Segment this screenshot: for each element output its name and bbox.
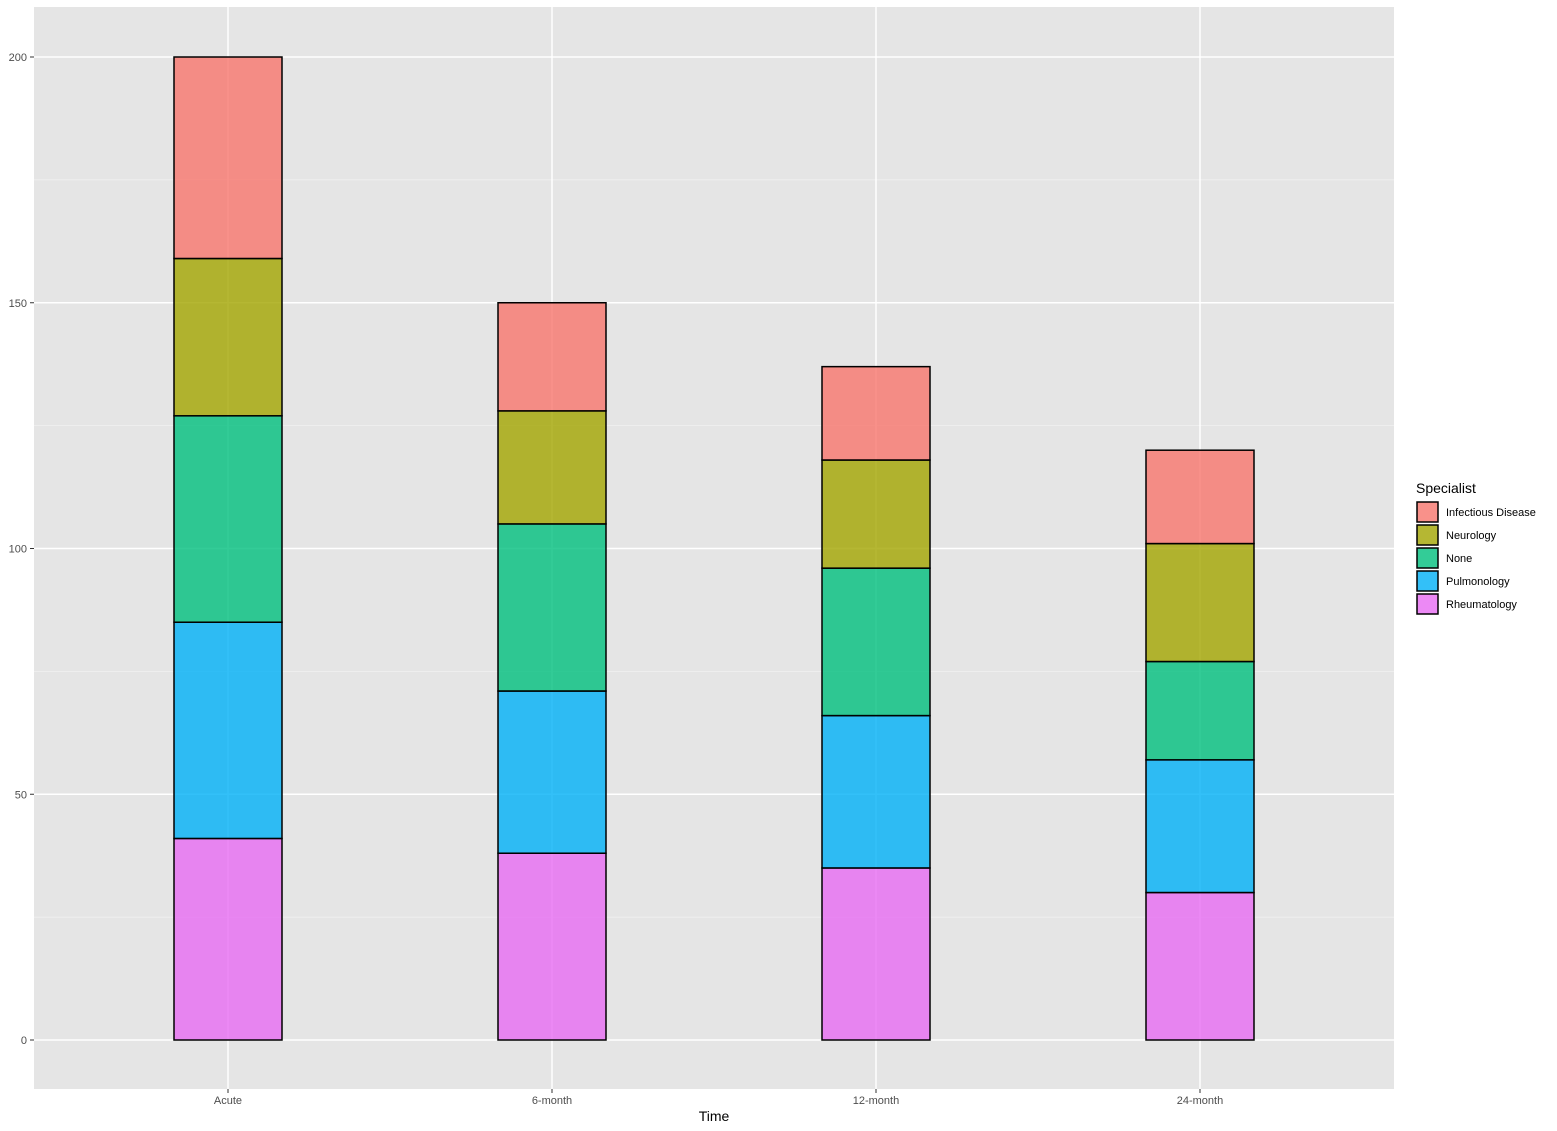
x-tick-label: 12-month [853,1095,899,1107]
x-axis-title: Time [699,1108,730,1124]
legend: Specialist Infectious Disease Neurology No… [1416,480,1536,615]
legend-title: Specialist [1416,480,1476,496]
legend-key [1416,593,1439,615]
x-axis: Acute 6-month 12-month 24-month [214,1089,1223,1107]
legend-key [1416,570,1439,592]
bar-segment [173,621,283,840]
legend-key [1416,524,1439,546]
bar-segment [497,852,607,1041]
x-tick-label: 6-month [532,1095,572,1107]
legend-label: None [1446,553,1472,565]
bar-segment [821,459,931,569]
y-tick-label: 200 [9,52,27,64]
y-tick-label: 150 [9,298,27,310]
bar-segment [1145,759,1255,894]
y-axis: 0 50 100 150 200 [9,52,34,1047]
bar-segment [173,56,283,260]
bar-segment [821,567,931,717]
bar-segment [1145,542,1255,663]
y-tick-label: 100 [9,544,27,556]
bar-segment [821,867,931,1041]
bar-segment [1145,891,1255,1041]
legend-key [1416,501,1439,523]
bar-segment [497,302,607,412]
legend-key [1416,547,1439,569]
bar-stacks [173,56,1255,1041]
bar-segment [497,410,607,525]
bar-segment [1145,449,1255,545]
bar-segment [497,523,607,692]
y-tick-label: 50 [15,789,27,801]
y-tick-label: 0 [21,1035,27,1047]
x-tick-label: Acute [214,1095,242,1107]
legend-label: Infectious Disease [1446,507,1536,519]
legend-label: Pulmonology [1446,576,1510,588]
legend-label: Neurology [1446,530,1497,542]
bar-segment [1145,660,1255,761]
legend-label: Rheumatology [1446,599,1517,611]
bar-segment [173,257,283,417]
bar-segment [173,837,283,1041]
bar-segment [497,690,607,854]
bar-segment [821,365,931,461]
x-tick-label: 24-month [1177,1095,1223,1107]
bar-segment [173,415,283,623]
bar-segment [821,714,931,869]
